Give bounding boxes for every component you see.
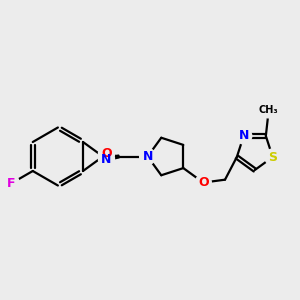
Circle shape: [265, 149, 281, 165]
Circle shape: [98, 146, 115, 162]
Text: N: N: [101, 152, 112, 166]
Text: N: N: [238, 130, 249, 142]
Text: O: O: [101, 148, 112, 160]
Circle shape: [3, 175, 20, 191]
Text: O: O: [198, 176, 208, 189]
Circle shape: [195, 175, 211, 190]
Circle shape: [98, 151, 115, 167]
Text: CH₃: CH₃: [259, 105, 278, 115]
Circle shape: [236, 128, 252, 144]
Text: F: F: [7, 177, 16, 190]
Circle shape: [140, 148, 156, 164]
Text: N: N: [142, 150, 153, 163]
Circle shape: [261, 102, 277, 118]
Text: S: S: [268, 151, 277, 164]
